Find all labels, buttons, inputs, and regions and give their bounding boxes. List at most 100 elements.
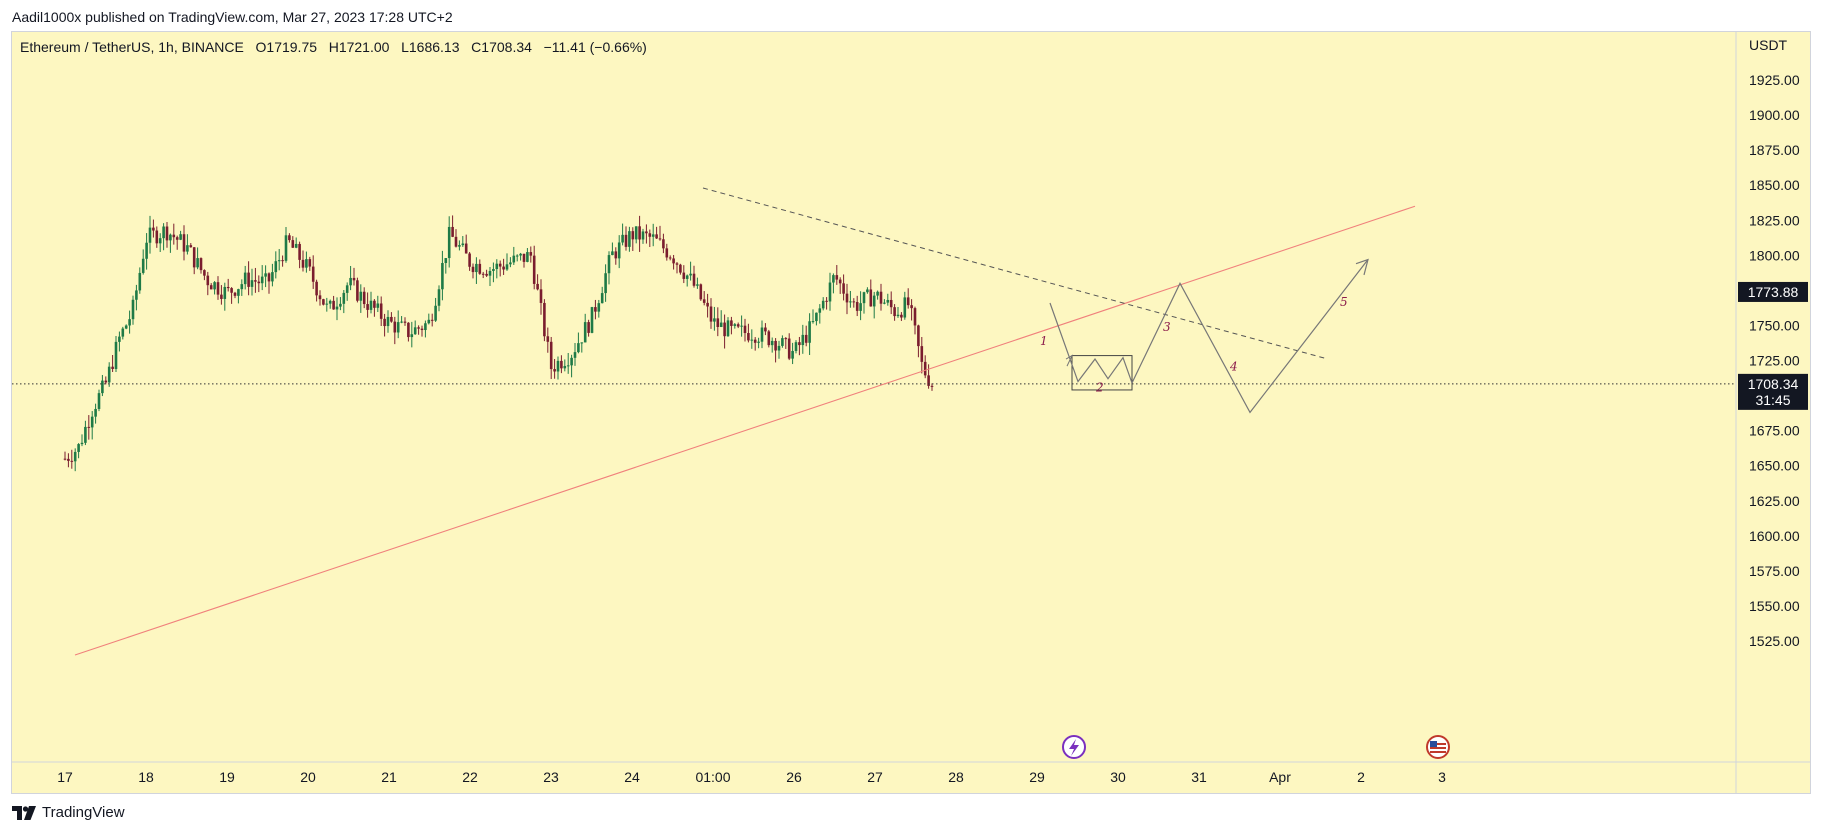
- us-flag-icon[interactable]: [1426, 735, 1450, 759]
- candle-body: [206, 275, 210, 286]
- candle-body: [373, 300, 376, 308]
- candle-body: [328, 300, 332, 304]
- us-flag-stripe: [1430, 751, 1446, 753]
- candle-body: [189, 245, 193, 248]
- legend-close-label: C: [471, 39, 482, 55]
- candle-body: [631, 231, 635, 240]
- candle-body: [910, 305, 913, 309]
- candle-body: [288, 235, 291, 241]
- legend-low: 1686.13: [408, 39, 460, 55]
- zigzag-projection: [1049, 302, 1133, 384]
- candle-body: [828, 282, 832, 302]
- y-tick-label: 1875.00: [1749, 142, 1800, 158]
- candle-body: [855, 302, 859, 311]
- candle-body: [498, 263, 502, 267]
- candle-body: [376, 303, 380, 308]
- candle-body: [903, 297, 907, 318]
- marked-price-tag: [1738, 281, 1808, 302]
- wave-projection: [1131, 259, 1369, 414]
- event-icons[interactable]: [1062, 735, 1450, 759]
- y-tick-label: 1675.00: [1749, 423, 1800, 439]
- chart-frame[interactable]: [11, 31, 1811, 794]
- candle-body: [169, 234, 172, 241]
- candle-body: [257, 281, 261, 284]
- candle-body: [570, 357, 573, 366]
- candle-body: [685, 275, 689, 279]
- candle-body: [699, 284, 703, 300]
- candle-body: [254, 280, 257, 282]
- legend-close: 1708.34: [481, 39, 532, 55]
- candle-body: [220, 294, 223, 299]
- y-tick-label: 1850.00: [1749, 177, 1800, 193]
- candle-body: [362, 291, 366, 305]
- candle-body: [893, 307, 896, 317]
- candle-body: [658, 238, 662, 240]
- us-flag-canton: [1430, 741, 1437, 747]
- candle-body: [359, 291, 363, 301]
- candle-body: [709, 306, 713, 322]
- candle-body: [403, 321, 407, 323]
- x-tick-label: 18: [138, 769, 154, 785]
- x-axis[interactable]: 17 18 19 20 21 22 23 24 01:00 26 27 28 29 30 31 Apr 2 3: [57, 769, 1446, 785]
- candle-body: [454, 236, 458, 247]
- candle-body: [131, 299, 135, 320]
- candle-body: [471, 266, 475, 273]
- candle-body: [787, 338, 791, 359]
- candle-body: [495, 263, 499, 270]
- candle-body: [386, 316, 390, 327]
- candle-body: [648, 233, 652, 237]
- candle-body: [594, 307, 597, 312]
- x-tick-label: 19: [219, 769, 235, 785]
- wave-label: 5: [1340, 295, 1348, 309]
- candle-body: [560, 360, 563, 369]
- candle-body: [719, 322, 723, 327]
- y-axis[interactable]: 1525.00 1550.00 1575.00 1600.00 1625.00 1650.…: [1749, 72, 1800, 649]
- candle-body: [835, 275, 839, 280]
- candle-body: [577, 343, 580, 353]
- countdown-text: 31:45: [1755, 392, 1790, 408]
- candle-body: [556, 360, 560, 372]
- x-tick-label: 17: [57, 769, 73, 785]
- x-tick-label: 26: [786, 769, 802, 785]
- candle-body: [784, 338, 788, 340]
- lightning-icon[interactable]: [1062, 735, 1086, 759]
- candle-body: [821, 300, 825, 309]
- candle-body: [607, 255, 611, 274]
- x-tick-label: 22: [462, 769, 478, 785]
- symbol-legend: Ethereum / TetherUS, 1h, BINANCE O1719.7…: [20, 39, 647, 55]
- candle-body: [634, 226, 638, 240]
- candle-body: [128, 319, 131, 326]
- candle-body: [230, 288, 233, 293]
- candle-body: [468, 253, 471, 267]
- candle-body: [135, 290, 138, 300]
- candle-body: [641, 231, 645, 240]
- candle-body: [478, 263, 482, 274]
- publish-line: Aadil1000x published on TradingView.com,…: [12, 9, 453, 25]
- candle-body: [444, 258, 448, 263]
- last-price-text: 1708.34: [1748, 376, 1799, 392]
- candle-body: [655, 234, 658, 239]
- candle-body: [563, 365, 567, 369]
- candle-body: [733, 324, 737, 326]
- candle-body: [274, 261, 278, 273]
- candle-body: [767, 331, 771, 346]
- candle-body: [250, 280, 254, 287]
- candle-body: [621, 234, 624, 243]
- candle-body: [600, 293, 604, 304]
- candle-body: [104, 380, 108, 383]
- candle-body: [485, 273, 488, 276]
- candle-body: [764, 327, 767, 332]
- candle-body: [441, 262, 444, 290]
- candle-body: [247, 272, 250, 287]
- candle-body: [349, 277, 352, 286]
- candle-body: [332, 300, 335, 310]
- footer-brand: TradingView: [42, 804, 125, 821]
- candle-body: [743, 325, 747, 334]
- candle-body: [617, 242, 621, 259]
- tradingview-footer[interactable]: TradingView: [12, 804, 125, 821]
- candle-body: [213, 282, 216, 290]
- y-tick-label: 1925.00: [1749, 72, 1800, 88]
- candle-body: [668, 257, 672, 259]
- candle-body: [141, 258, 145, 273]
